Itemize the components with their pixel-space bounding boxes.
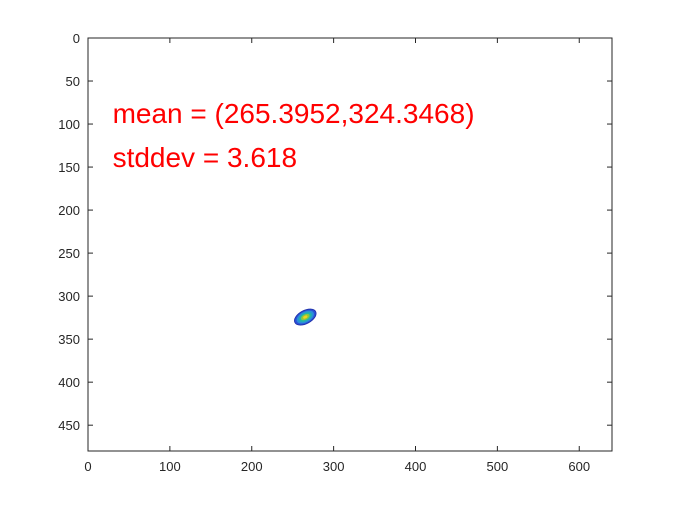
y-tick-label: 250 (58, 246, 80, 261)
y-tick-label: 400 (58, 375, 80, 390)
x-tick-label: 100 (159, 459, 181, 474)
y-tick-label: 450 (58, 418, 80, 433)
x-tick-label: 500 (487, 459, 509, 474)
x-tick-label: 0 (84, 459, 91, 474)
axes-box (87, 37, 613, 452)
y-tick-label: 150 (58, 160, 80, 175)
y-tick-label: 200 (58, 203, 80, 218)
y-tick-label: 100 (58, 117, 80, 132)
y-tick-label: 0 (73, 31, 80, 46)
contour-level-5 (303, 315, 308, 319)
x-tick-label: 600 (568, 459, 590, 474)
x-tick-label: 400 (405, 459, 427, 474)
x-tick-label: 200 (241, 459, 263, 474)
y-tick-label: 50 (66, 74, 80, 89)
y-tick-label: 350 (58, 332, 80, 347)
annotation-text-2: stddev = 3.618 (113, 142, 297, 173)
y-tick-label: 300 (58, 289, 80, 304)
x-tick-label: 300 (323, 459, 345, 474)
annotation-text-1: mean = (265.3952,324.3468) (113, 98, 475, 129)
